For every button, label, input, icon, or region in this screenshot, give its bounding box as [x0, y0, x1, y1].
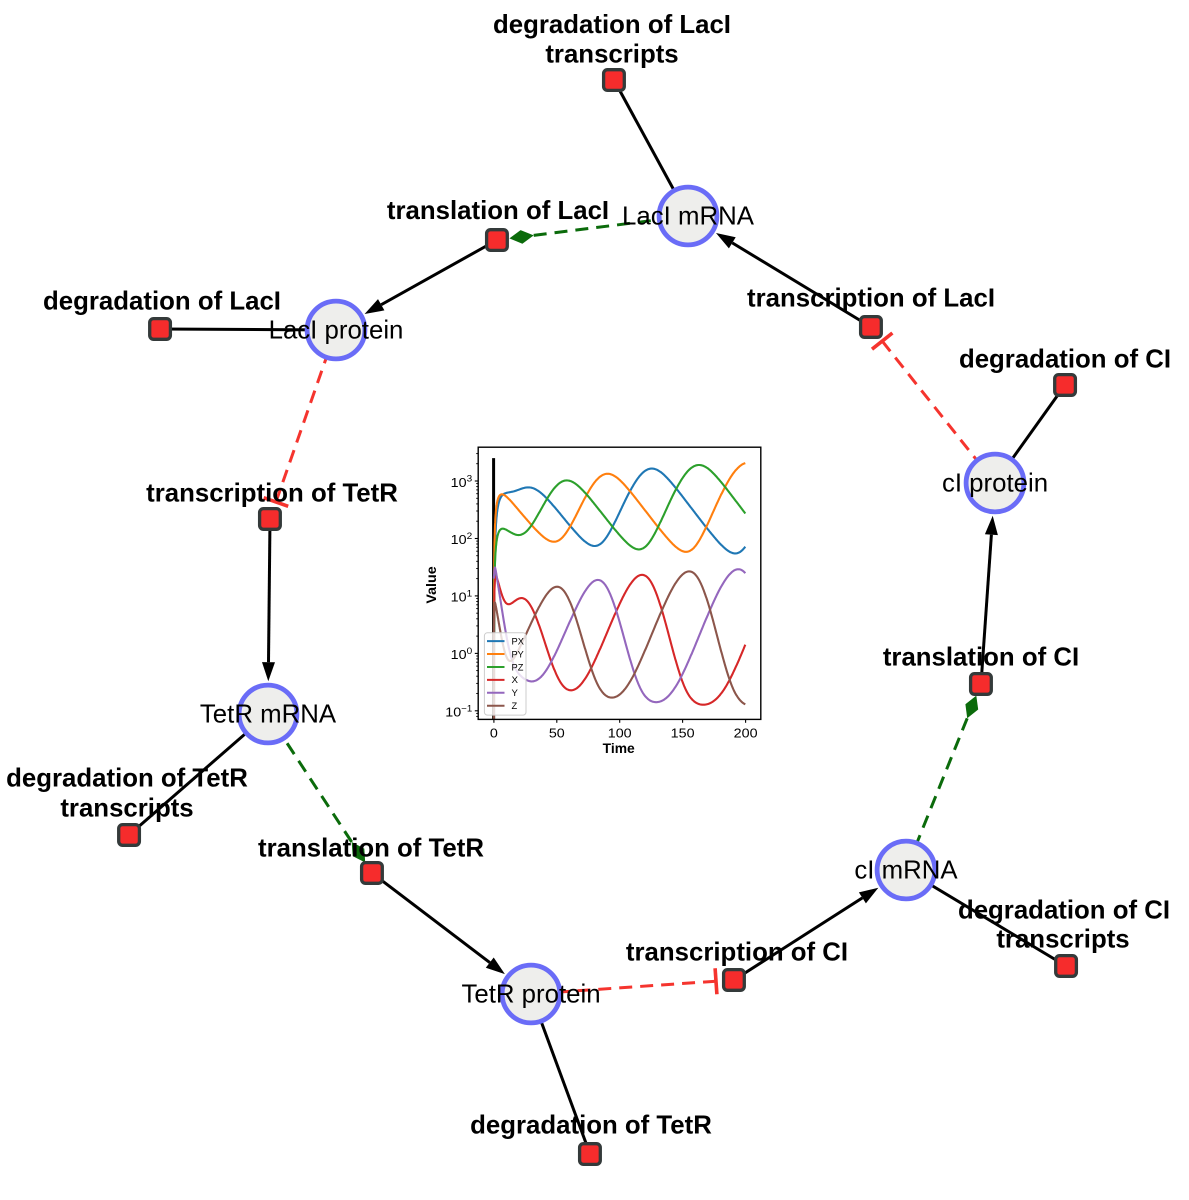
svg-text:transcription of LacI: transcription of LacI: [747, 285, 995, 313]
svg-text:TetR protein: TetR protein: [461, 981, 600, 1009]
svg-text:translation of LacI: translation of LacI: [387, 197, 609, 225]
svg-text:transcription of TetR: transcription of TetR: [146, 480, 398, 508]
svg-text:degradation of CI: degradation of CI: [958, 897, 1170, 925]
svg-text:degradation of TetR: degradation of TetR: [6, 765, 248, 793]
svg-text:0: 0: [490, 726, 498, 740]
svg-text:cI mRNA: cI mRNA: [854, 857, 958, 885]
svg-text:10−1: 10−1: [445, 703, 472, 719]
svg-text:degradation of TetR: degradation of TetR: [470, 1112, 712, 1140]
svg-text:103: 103: [451, 474, 473, 490]
svg-text:LacI mRNA: LacI mRNA: [622, 203, 755, 231]
svg-text:transcripts: transcripts: [60, 795, 193, 823]
svg-text:PZ: PZ: [512, 662, 524, 672]
svg-text:Value: Value: [424, 566, 439, 603]
svg-text:degradation of LacI: degradation of LacI: [493, 11, 731, 39]
svg-text:degradation of LacI: degradation of LacI: [43, 288, 281, 316]
svg-text:Z: Z: [512, 701, 518, 711]
svg-text:TetR mRNA: TetR mRNA: [200, 701, 337, 729]
svg-text:translation of TetR: translation of TetR: [258, 835, 484, 863]
svg-text:101: 101: [451, 588, 473, 604]
svg-text:200: 200: [734, 726, 758, 740]
svg-text:PX: PX: [512, 636, 524, 646]
svg-text:100: 100: [608, 726, 632, 740]
svg-text:100: 100: [451, 646, 473, 662]
svg-text:cI protein: cI protein: [942, 470, 1048, 498]
svg-text:PY: PY: [512, 649, 524, 659]
svg-text:150: 150: [671, 726, 695, 740]
svg-text:Y: Y: [512, 688, 518, 698]
svg-text:102: 102: [451, 531, 473, 547]
svg-text:transcription of CI: transcription of CI: [626, 939, 848, 967]
svg-text:translation of CI: translation of CI: [883, 644, 1079, 672]
svg-text:Time: Time: [603, 741, 635, 756]
svg-text:LacI protein: LacI protein: [269, 317, 404, 345]
svg-text:50: 50: [549, 726, 565, 740]
svg-text:degradation of CI: degradation of CI: [959, 346, 1171, 374]
svg-text:transcripts: transcripts: [545, 41, 678, 69]
svg-text:transcripts: transcripts: [996, 926, 1129, 954]
svg-text:X: X: [512, 675, 519, 685]
